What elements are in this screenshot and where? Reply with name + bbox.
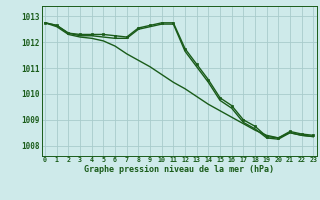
X-axis label: Graphe pression niveau de la mer (hPa): Graphe pression niveau de la mer (hPa)	[84, 165, 274, 174]
